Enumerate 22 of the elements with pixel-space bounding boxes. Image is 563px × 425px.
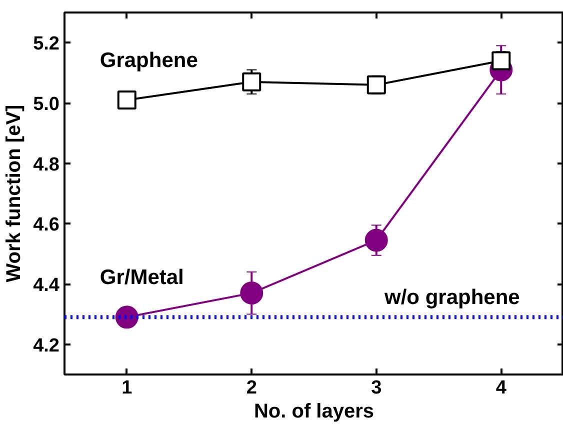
y-tick-label: 5.2 (33, 34, 60, 55)
point (242, 72, 262, 92)
point (115, 306, 138, 329)
annotation: Graphene (100, 48, 198, 72)
x-tick-label: 1 (122, 378, 133, 398)
x-tick-label: 4 (496, 378, 507, 398)
point (117, 90, 136, 110)
x-tick-label: 3 (371, 378, 382, 398)
point (240, 282, 264, 305)
y-tick-label: 4.8 (33, 154, 60, 176)
y-tick-label: 4.2 (33, 335, 60, 356)
x-axis-title: No. of layers (254, 400, 374, 422)
point (366, 75, 386, 94)
y-axis-title: Work function [eV] (3, 104, 26, 282)
point (492, 51, 511, 70)
ref-line-label: w/o graphene (383, 286, 520, 310)
y-tick-label: 4.4 (33, 275, 60, 296)
point (364, 228, 388, 252)
y-tick-label: 5.0 (33, 94, 60, 115)
y-tick-label: 4.6 (33, 214, 60, 236)
annotation: Gr/Metal (100, 266, 184, 290)
x-tick-label: 2 (246, 378, 257, 398)
